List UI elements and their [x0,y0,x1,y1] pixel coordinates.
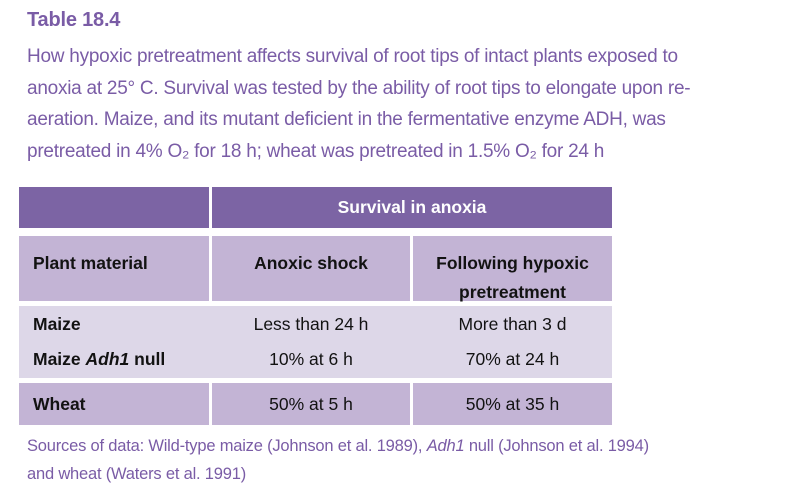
maize-adh1-pre: Maize [33,349,86,369]
sources-adh1-gene-name: Adh1 [426,437,465,455]
table-caption: How hypoxic pretreatment affects surviva… [27,41,777,167]
caption-line-4: pretreated in 4% O₂ for 18 h; wheat was … [27,140,605,162]
sources-line-2: and wheat (Waters et al. 1991) [27,465,247,483]
adh1-null-anoxic-shock-value: 10% at 6 h [269,349,353,369]
table-row-maize: Maize Less than 24 h More than 3 d [19,307,612,342]
column-header-anoxic-shock: Anoxic shock [212,236,410,301]
data-table: Survival in anoxia Plant material Anoxic… [19,187,612,425]
caption-line-2: anoxia at 25° C. Survival was tested by … [27,77,691,99]
row-label-maize: Maize [33,314,81,334]
sources-note: Sources of data: Wild-type maize (Johnso… [27,432,649,488]
table-title: Table 18.4 [27,9,121,31]
wheat-anoxic-shock-value: 50% at 5 h [212,383,410,425]
table-header-band-top: Survival in anoxia [19,187,612,228]
maize-adh1-gene-name: Adh1 [85,349,130,369]
row-label-maize-adh1-null: Maize Adh1 null [19,349,209,370]
maize-hypoxic-value: More than 3 d [458,314,567,334]
sources-line-1: Sources of data: Wild-type maize (Johnso… [27,432,649,460]
caption-line-1: How hypoxic pretreatment affects surviva… [27,46,678,67]
row-label-wheat: Wheat [19,383,209,425]
column-header-plant-material: Plant material [19,236,209,301]
table-row-wheat: Wheat 50% at 5 h 50% at 35 h [19,383,612,425]
maize-anoxic-shock-value: Less than 24 h [253,314,369,334]
adh1-null-hypoxic-value: 70% at 24 h [465,349,560,369]
sources-line1-post: null (Johnson et al. 1994) [464,437,649,455]
table-row-maize-adh1-null: Maize Adh1 null 10% at 6 h 70% at 24 h [19,342,612,377]
maize-adh1-post: null [129,349,166,369]
header-span-survival-in-anoxia: Survival in anoxia [212,187,612,228]
column-header-hypoxic-pretreatment: Following hypoxic pretreatment [413,236,612,302]
table-body-maize-band: Maize Less than 24 h More than 3 d Maize… [19,306,612,378]
wheat-hypoxic-value: 50% at 35 h [413,383,612,425]
header-corner-cell [19,187,209,228]
caption-line-3: aeration. Maize, and its mutant deficien… [27,109,666,130]
table-column-headers: Plant material Anoxic shock Following hy… [19,236,612,302]
sources-line1-pre: Sources of data: Wild-type maize (Johnso… [27,437,427,455]
